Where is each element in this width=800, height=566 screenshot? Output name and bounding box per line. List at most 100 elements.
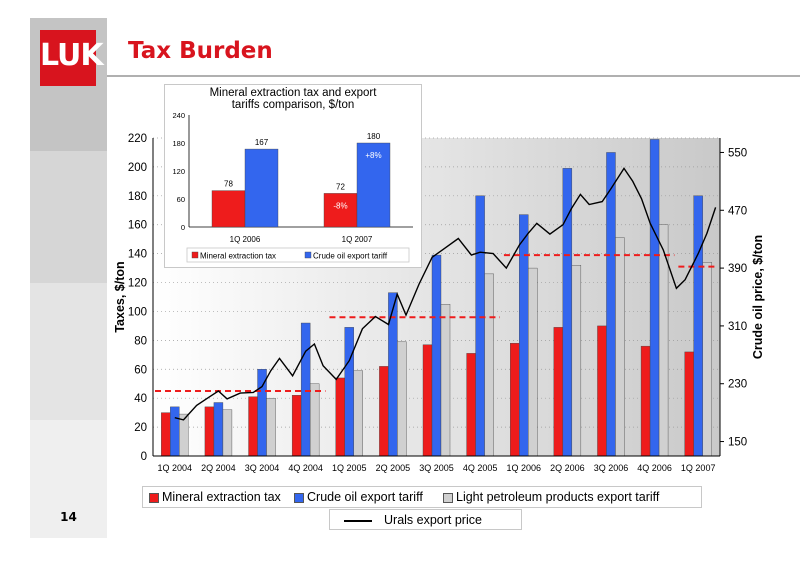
bar [519, 214, 529, 457]
inset-legend-box [186, 247, 410, 263]
legend-swatch-grey [443, 492, 453, 503]
y-tick-label: 40 [134, 393, 147, 405]
lukoil-logo: LUK [40, 30, 104, 86]
bar [510, 343, 520, 457]
bar [431, 254, 442, 457]
bar [335, 377, 345, 457]
inset-x-tick-label: 1Q 2006 [230, 235, 261, 244]
y-tick-label: 160 [128, 220, 147, 232]
bar [702, 262, 712, 457]
page-title: Tax Burden [128, 38, 273, 64]
legend-item: Light petroleum products export tariff [443, 490, 659, 504]
bar [300, 322, 311, 457]
y-tick-label: 20 [134, 422, 147, 434]
chart-legend-line: Urals export price [329, 509, 522, 530]
bar [466, 353, 476, 457]
x-tick-label: 3Q 2006 [594, 463, 629, 473]
chart-legend: Mineral extraction tax Crude oil export … [142, 486, 702, 508]
bar [344, 327, 354, 457]
bar [379, 366, 389, 457]
side-band [30, 151, 107, 283]
bar [528, 267, 538, 457]
bar [266, 397, 276, 457]
inset-y-tick-label: 240 [172, 111, 185, 120]
bar [309, 383, 320, 457]
bar [248, 396, 258, 457]
inset-data-label: 180 [367, 132, 381, 141]
bar [571, 265, 582, 457]
inset-data-label: 167 [255, 138, 269, 147]
inset-title-line: tariffs comparison, $/ton [232, 99, 355, 111]
legend-label: Light petroleum products export tariff [456, 490, 660, 504]
y-axis-title: Taxes, $/ton [113, 261, 127, 332]
legend-label: Mineral extraction tax [162, 490, 281, 504]
inset-data-label: 72 [336, 182, 345, 191]
inset-data-label: 78 [224, 180, 233, 189]
bar [440, 304, 451, 457]
bar [213, 402, 224, 457]
bar [606, 152, 616, 457]
title-divider [107, 75, 800, 77]
inset-legend-label: Crude oil export tariff [313, 252, 388, 261]
bar [170, 406, 180, 457]
legend-label: Urals export price [384, 513, 482, 527]
y-tick-label: 80 [134, 335, 147, 347]
inset-bar [244, 148, 279, 228]
bar [640, 345, 651, 457]
page-number: 14 [60, 510, 77, 524]
bar [684, 351, 694, 457]
inset-legend-swatch [191, 251, 199, 259]
inset-legend-label: Mineral extraction tax [200, 252, 276, 261]
bar [204, 406, 215, 457]
x-tick-label: 4Q 2006 [637, 463, 672, 473]
inset-annotation: -8% [333, 201, 347, 210]
bar [397, 341, 407, 457]
x-tick-label: 4Q 2005 [463, 463, 498, 473]
y2-tick-label: 550 [728, 147, 747, 159]
y-tick-label: 200 [128, 162, 147, 174]
y-tick-label: 180 [128, 191, 147, 203]
bar [291, 395, 302, 457]
bar [597, 325, 607, 457]
inset-legend-swatch [304, 251, 312, 259]
y2-tick-label: 470 [728, 205, 747, 217]
bar [475, 195, 485, 457]
bar [649, 139, 660, 457]
inset-chart-svg: Mineral extraction tax and exporttariffs… [172, 87, 413, 263]
bar [422, 344, 433, 457]
x-tick-label: 1Q 2007 [681, 463, 716, 473]
inset-y-tick-label: 180 [172, 139, 185, 148]
legend-swatch-red [149, 492, 159, 503]
legend-item: Urals export price [344, 513, 482, 527]
y2-tick-label: 230 [728, 379, 747, 391]
legend-swatch-blue [294, 492, 304, 503]
y-tick-label: 0 [141, 451, 147, 463]
y-tick-label: 100 [128, 306, 147, 318]
bar [615, 237, 625, 457]
bar [222, 409, 233, 457]
side-band [30, 283, 107, 420]
y-tick-label: 120 [128, 278, 147, 290]
y2-tick-label: 150 [728, 437, 747, 449]
inset-y-tick-label: 120 [172, 167, 185, 176]
inset-y-tick-label: 0 [181, 223, 185, 232]
bar [553, 327, 564, 457]
bar [484, 273, 494, 457]
x-tick-label: 2Q 2006 [550, 463, 585, 473]
y2-tick-label: 310 [728, 321, 747, 333]
x-tick-label: 4Q 2004 [288, 463, 323, 473]
x-tick-label: 3Q 2005 [419, 463, 454, 473]
x-tick-label: 2Q 2004 [201, 463, 236, 473]
y-tick-label: 140 [128, 249, 147, 261]
inset-bar [356, 142, 391, 228]
legend-item: Crude oil export tariff [294, 490, 423, 504]
side-band [30, 420, 107, 538]
inset-annotation: +8% [365, 151, 381, 160]
x-tick-label: 2Q 2005 [376, 463, 411, 473]
x-tick-label: 1Q 2005 [332, 463, 367, 473]
x-tick-label: 1Q 2004 [158, 463, 193, 473]
bar [353, 370, 363, 457]
x-tick-label: 3Q 2004 [245, 463, 280, 473]
inset-bar [323, 193, 358, 228]
legend-line-swatch [344, 519, 372, 522]
